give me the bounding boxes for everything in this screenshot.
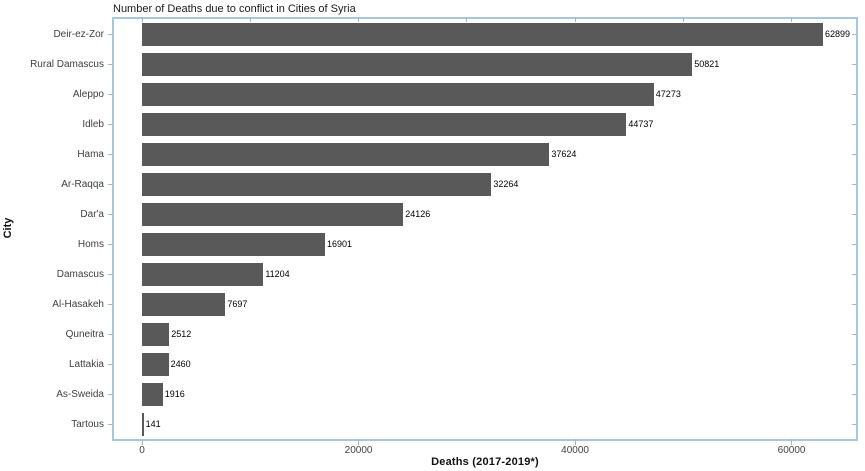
y-axis-right-tick [852,33,856,35]
bar [142,112,627,136]
y-tick-label: Hama [77,148,104,160]
y-axis-tick [108,243,112,245]
y-tick-label: Ar-Raqqa [61,178,104,190]
y-tick-label: Lattakia [68,358,104,370]
bar [142,262,264,286]
bar [142,292,226,316]
x-axis-tick [358,439,360,445]
bar [142,352,169,376]
x-axis-tick [141,439,143,445]
y-axis-right-tick [852,393,856,395]
y-tick-label: Quneitra [65,328,104,340]
y-axis-tick [108,303,112,305]
y-axis-right-tick [852,363,856,365]
x-axis-top-tick [141,17,143,22]
chart-title: Number of Deaths due to conflict in Citi… [113,3,356,15]
x-axis-top-tick [682,17,684,22]
y-axis-tick [108,93,112,95]
y-axis-right-tick [852,213,856,215]
y-axis-tick [108,363,112,365]
y-axis-tick [108,213,112,215]
bar-value-label: 44737 [628,119,654,129]
y-axis-tick [108,183,112,185]
y-axis-tick [108,123,112,125]
y-axis-tick [108,153,112,155]
bar-value-label: 47273 [655,89,681,99]
y-axis-tick [108,63,112,65]
x-tick-label: 60000 [777,445,806,456]
y-axis-right-tick [852,153,856,155]
y-axis-tick [108,393,112,395]
y-axis-right-tick [852,123,856,125]
bar-value-label: 32264 [493,179,519,189]
y-tick-label: Aleppo [72,88,104,100]
y-axis-right-tick [852,273,856,275]
bar [142,322,170,346]
x-tick-label: 20000 [344,445,373,456]
y-axis-right-tick [852,423,856,425]
bar-value-label: 11204 [265,269,290,279]
bar-value-label: 37624 [551,149,577,159]
bar-value-label: 62899 [824,29,850,39]
x-axis-tick [791,439,793,445]
y-axis-right-tick [852,63,856,65]
bar-value-label: 24126 [405,209,431,219]
y-tick-label: Deir-ez-Zor [53,28,104,40]
bar [142,232,325,256]
y-axis-right-tick [852,93,856,95]
y-tick-label: Al-Hasakeh [52,298,104,310]
bar [142,172,492,196]
x-tick-label: 0 [139,445,145,456]
x-axis-tick [574,439,576,445]
bar [142,82,654,106]
bar-value-label: 2460 [170,359,191,369]
bar-value-label: 50821 [694,59,720,69]
y-axis-right-tick [852,303,856,305]
bar-value-label: 16901 [327,239,353,249]
x-axis-top-tick [358,17,360,22]
bar [142,412,144,436]
bar-value-label: 1916 [164,389,185,399]
x-axis-top-tick [249,17,251,22]
y-tick-label: Tartous [71,418,104,430]
bar-value-label: 2512 [171,329,192,339]
bar [142,22,823,46]
bar [142,52,693,76]
y-tick-label: As-Sweida [56,388,104,400]
x-tick-label: 40000 [561,445,589,456]
y-tick-label: Idleb [82,118,104,130]
y-axis-tick [108,33,112,35]
x-axis-top-tick [466,17,468,22]
y-axis-right-tick [852,243,856,245]
y-tick-label: Homs [77,238,104,250]
x-axis-top-tick [574,17,576,22]
bar [142,142,550,166]
bar-value-label: 141 [145,419,161,429]
y-tick-label: Rural Damascus [30,58,104,70]
y-tick-label: Dar'a [80,208,104,220]
y-axis-tick [108,273,112,275]
bar-value-label: 7697 [227,299,248,309]
y-axis-right-tick [852,183,856,185]
plot-panel: 62899 50821 47273 44737 37624 32264 24126 16901… [108,17,858,445]
y-axis-right-tick [852,333,856,335]
y-tick-label: Damascus [56,268,104,280]
bar [142,202,404,226]
x-axis-title: Deaths (2017-2019*) [431,456,539,468]
y-axis-tick [108,333,112,335]
bar [142,382,163,406]
x-axis-top-tick [791,17,793,22]
y-axis-tick [108,423,112,425]
